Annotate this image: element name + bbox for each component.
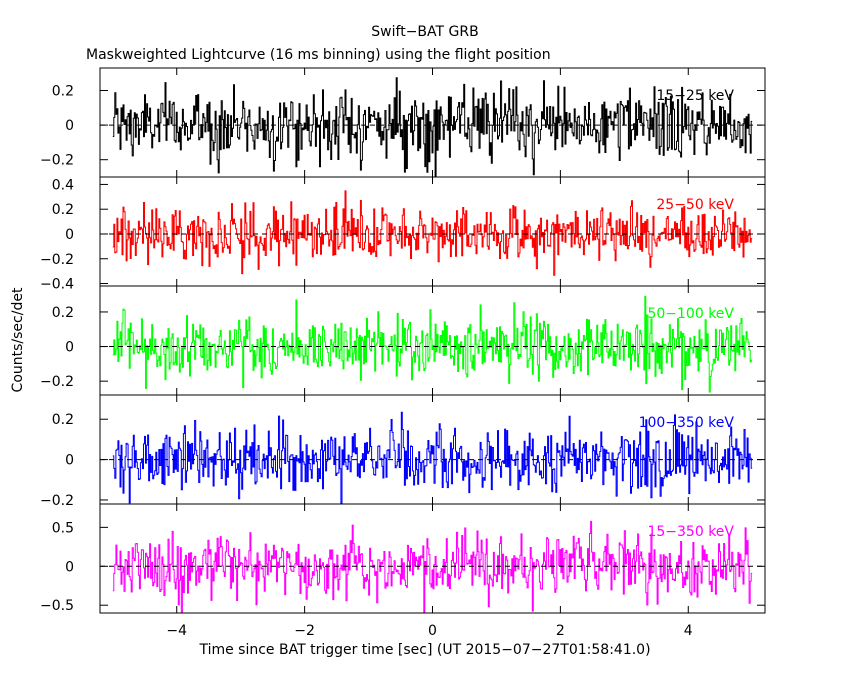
panel-2: −0.4 −0.2 0 0.2 0.4 25−50 keV bbox=[40, 176, 766, 293]
y-tick-label: 0 bbox=[65, 118, 74, 134]
x-tick-label: 2 bbox=[556, 623, 565, 639]
y-tick-label: 0 bbox=[65, 559, 74, 575]
y-tick-label: 0.2 bbox=[52, 412, 74, 428]
y-tick-label: −0.2 bbox=[40, 252, 74, 268]
y-tick-label: 0.2 bbox=[52, 83, 74, 99]
panel-5: −0.5 0 0.5 15−350 keV bbox=[40, 503, 766, 614]
y-tick-label: 0 bbox=[65, 340, 74, 356]
lightcurve-series bbox=[112, 520, 753, 613]
chart-subtitle: Maskweighted Lightcurve (16 ms binning) … bbox=[86, 47, 551, 63]
x-tick-label: 4 bbox=[684, 623, 693, 639]
y-tick-label: 0 bbox=[65, 227, 74, 243]
lightcurve-series bbox=[112, 190, 753, 276]
lightcurve-series bbox=[112, 77, 753, 177]
x-axis-label: Time since BAT trigger time [sec] (UT 20… bbox=[198, 642, 650, 658]
y-tick-label: 0.5 bbox=[52, 520, 74, 536]
x-tick-label: −4 bbox=[166, 623, 187, 639]
panels-group: −0.2 0 0.2 15−25 keV −0.4 −0.2 0 0.2 0.4 25−50 ke… bbox=[40, 67, 766, 639]
lightcurve-series bbox=[112, 411, 753, 504]
y-axis-label: Counts/sec/det bbox=[10, 287, 26, 392]
band-label: 100−350 keV bbox=[639, 415, 735, 431]
y-tick-label: −0.2 bbox=[40, 493, 74, 509]
y-tick-label: 0.4 bbox=[52, 177, 74, 193]
y-tick-label: −0.5 bbox=[40, 598, 74, 614]
x-tick-label: 0 bbox=[428, 623, 437, 639]
x-tick-label: −2 bbox=[294, 623, 315, 639]
y-tick-label: −0.2 bbox=[40, 374, 74, 390]
band-label: 15−25 keV bbox=[656, 88, 734, 104]
y-tick-label: −0.2 bbox=[40, 153, 74, 169]
band-label: 50−100 keV bbox=[647, 306, 734, 322]
y-tick-label: 0 bbox=[65, 453, 74, 469]
panel-4: −0.2 0 0.2 100−350 keV bbox=[40, 394, 766, 509]
panel-frame bbox=[99, 67, 766, 178]
lightcurve-series bbox=[112, 295, 753, 393]
y-tick-label: −0.4 bbox=[40, 277, 74, 293]
panel-1: −0.2 0 0.2 15−25 keV bbox=[40, 67, 766, 178]
panel-3: −0.2 0 0.2 50−100 keV bbox=[40, 285, 766, 396]
band-label: 25−50 keV bbox=[656, 197, 734, 213]
chart-title: Swift−BAT GRB bbox=[371, 24, 478, 40]
y-tick-label: 0.2 bbox=[52, 202, 74, 218]
band-label: 15−350 keV bbox=[647, 524, 734, 540]
y-tick-label: 0.2 bbox=[52, 305, 74, 321]
